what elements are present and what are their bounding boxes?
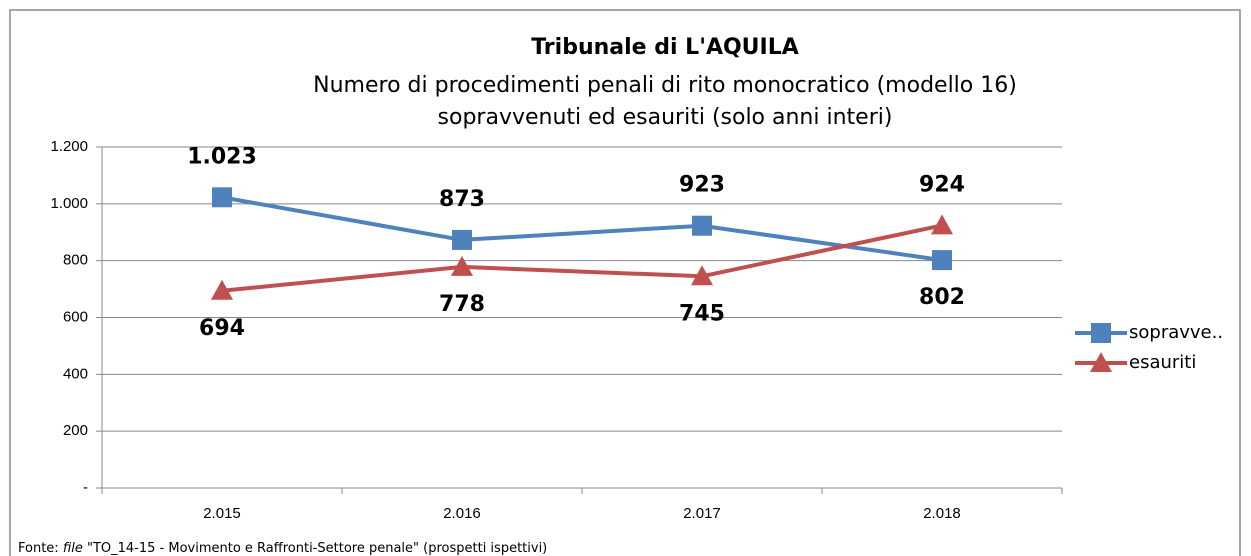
x-tick-label: 2.016 xyxy=(443,505,481,522)
x-tick-label: 2.018 xyxy=(923,505,961,522)
data-label: 694 xyxy=(199,316,245,341)
data-label: 778 xyxy=(439,292,485,317)
source-rest: "TO_14-15 - Movimento e Raffronti-Settor… xyxy=(83,541,547,556)
source-prefix: Fonte: xyxy=(18,541,63,556)
y-tick-label: 1.200 xyxy=(50,138,88,155)
series-line xyxy=(221,195,943,263)
data-label: 924 xyxy=(919,172,965,197)
series-line xyxy=(221,223,943,293)
data-point xyxy=(212,187,232,208)
data-point xyxy=(451,255,473,276)
y-tick-label: 400 xyxy=(63,365,88,382)
data-point xyxy=(692,215,712,236)
chart-title: Tribunale di L'AQUILA xyxy=(531,35,799,60)
data-point xyxy=(211,279,233,300)
x-tick-label: 2.015 xyxy=(203,505,241,522)
legend-label: esauriti xyxy=(1129,352,1196,373)
y-tick-label: 200 xyxy=(63,422,88,439)
y-tick-label: 1.000 xyxy=(50,195,88,212)
source-italic: file xyxy=(63,541,83,556)
data-label: 745 xyxy=(679,301,725,326)
data-label: 873 xyxy=(439,187,485,212)
y-tick-label: 600 xyxy=(63,308,88,325)
data-point xyxy=(691,265,713,286)
y-tick-label: - xyxy=(83,479,88,496)
data-label: 1.023 xyxy=(187,144,257,169)
chart-frame xyxy=(9,9,1241,556)
chart-subtitle: Numero di procedimenti penali di rito mo… xyxy=(313,73,1017,98)
legend-marker xyxy=(1091,323,1111,343)
data-label: 923 xyxy=(679,173,725,198)
y-tick-label: 800 xyxy=(63,252,88,269)
legend-label: sopravve.. xyxy=(1129,322,1223,343)
data-point xyxy=(932,250,952,271)
data-point xyxy=(931,214,953,235)
data-label: 802 xyxy=(919,285,965,310)
x-tick-label: 2.017 xyxy=(683,505,721,522)
data-point xyxy=(452,229,472,250)
source-note: Fonte: file "TO_14-15 - Movimento e Raff… xyxy=(18,541,547,556)
chart-subtitle: sopravvenuti ed esauriti (solo anni inte… xyxy=(438,105,893,130)
legend-marker xyxy=(1090,352,1112,372)
